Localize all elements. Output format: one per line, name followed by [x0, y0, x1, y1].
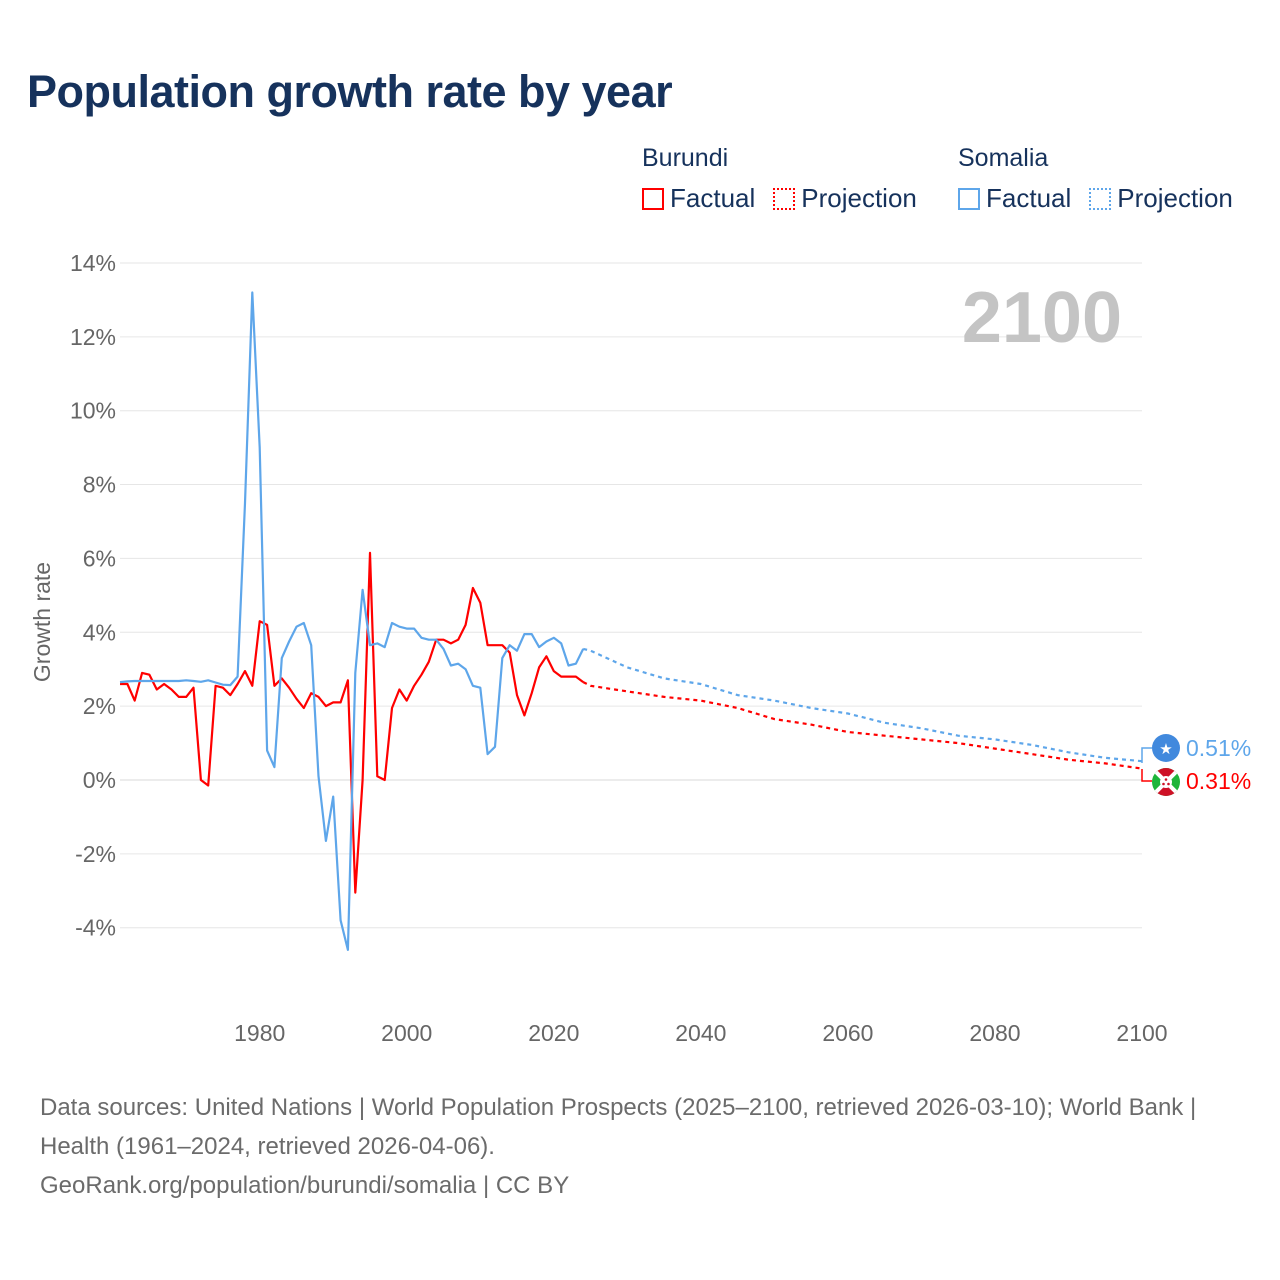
x-tick-label: 1980 [234, 1020, 285, 1046]
grid: -4% -2% 0% 2% 4% 6% 8% 10% 12% 14% 1980 2000 2020 204… [70, 250, 1168, 1046]
y-tick-label: -2% [75, 841, 116, 867]
legend-somalia-factual[interactable]: Factual [958, 183, 1071, 214]
end-markers: ★ 0.51% 0.31% [1141, 734, 1251, 796]
y-tick-label: 2% [83, 693, 116, 719]
y-tick-label: 4% [83, 619, 116, 645]
burundi-flag-icon [1152, 768, 1180, 796]
legend-group-somalia: Somalia Factual Projection [958, 144, 1233, 214]
y-tick-label: -4% [75, 915, 116, 941]
legend-label: Projection [1117, 183, 1233, 213]
y-tick-label: 8% [83, 472, 116, 498]
y-tick-label: 6% [83, 545, 116, 571]
somalia-end-value: 0.51% [1186, 735, 1251, 761]
legend-somalia-projection[interactable]: Projection [1089, 183, 1233, 214]
x-tick-label: 2080 [969, 1020, 1020, 1046]
data-sources: Data sources: United Nations | World Pop… [40, 1094, 1197, 1160]
legend-group-name: Burundi [642, 144, 729, 172]
somalia-flag-icon: ★ [1152, 734, 1180, 762]
legend-label: Projection [801, 183, 917, 213]
line-chart: -4% -2% 0% 2% 4% 6% 8% 10% 12% 14% 1980 2000 2020 204… [29, 250, 1251, 1046]
y-axis-label: Growth rate [29, 562, 55, 682]
x-tick-label: 2040 [675, 1020, 726, 1046]
somalia-connector [1141, 747, 1152, 763]
legend-swatch-dotted [773, 187, 796, 210]
y-tick-label: 14% [70, 250, 116, 276]
y-tick-label: 10% [70, 398, 116, 424]
series-lines [119, 291, 1143, 952]
burundi-end-value: 0.31% [1186, 768, 1251, 794]
y-tick-label: 0% [83, 767, 116, 793]
legend-swatch-solid [642, 187, 664, 210]
legend-label: Factual [670, 183, 756, 213]
x-tick-label: 2020 [528, 1020, 579, 1046]
series-somalia-factual[interactable] [119, 291, 585, 952]
series-burundi-projection[interactable] [582, 681, 1143, 770]
year-watermark: 2100 [962, 278, 1122, 358]
chart-title: Population growth rate by year [27, 66, 673, 117]
footer: Data sources: United Nations | World Pop… [40, 1088, 1240, 1205]
legend-swatch-dotted [1089, 187, 1112, 210]
legend-swatch-solid [958, 187, 980, 210]
legend-label: Factual [986, 183, 1072, 213]
legend-group-burundi: Burundi Factual Projection [642, 144, 917, 214]
y-tick-label: 12% [70, 324, 116, 350]
credit-link[interactable]: GeoRank.org/population/burundi/somalia |… [40, 1172, 570, 1199]
legend-burundi-factual[interactable]: Factual [642, 183, 755, 214]
x-tick-label: 2100 [1116, 1020, 1167, 1046]
x-tick-label: 2000 [381, 1020, 432, 1046]
svg-text:★: ★ [1159, 741, 1172, 758]
legend-group-name: Somalia [958, 144, 1049, 172]
series-somalia-projection[interactable] [582, 647, 1143, 763]
x-tick-label: 2060 [822, 1020, 873, 1046]
burundi-connector [1141, 769, 1152, 782]
legend-burundi-projection[interactable]: Projection [773, 183, 917, 214]
